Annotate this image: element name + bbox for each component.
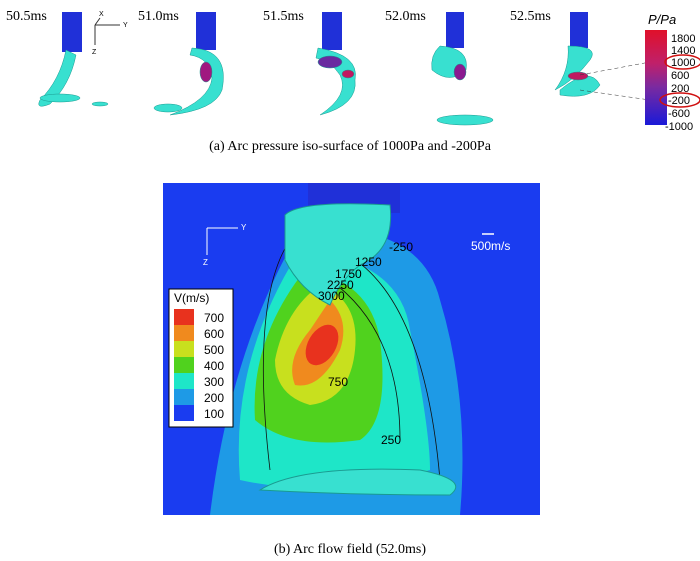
- legend-entry: 600: [204, 327, 224, 341]
- legend-entry: 400: [204, 359, 224, 373]
- colorbar: P/Pa 1800 1400 1000 600 200 -200 -600 -1…: [645, 12, 700, 133]
- colorbar-tick: 1800: [671, 33, 695, 45]
- axis-label: Z: [203, 258, 208, 267]
- colorbar-tick: -200: [668, 95, 690, 107]
- colorbar-tick: -600: [668, 108, 690, 120]
- contour-label: 1750: [335, 267, 362, 281]
- colorbar-tick: 1400: [671, 45, 695, 57]
- time-label: 52.5ms: [510, 9, 551, 24]
- colorbar-tick: 1000: [671, 57, 695, 69]
- time-label: 50.5ms: [6, 9, 47, 24]
- scale-label: 500m/s: [471, 239, 510, 253]
- colorbar-tick: 600: [671, 70, 689, 82]
- iso-surfaces: [38, 12, 651, 126]
- axis-triad: X Y Z: [92, 11, 128, 56]
- time-label: 52.0ms: [385, 9, 426, 24]
- contour-label: 1250: [355, 255, 382, 269]
- axis-label: Y: [241, 223, 247, 232]
- legend-title: V(m/s): [174, 291, 209, 305]
- contour-label: -250: [389, 240, 413, 254]
- colorbar-tick: 200: [671, 83, 689, 95]
- contour-labels: -250 1250 1750 2250 3000 750 250: [318, 240, 413, 447]
- colorbar-tick: -1000: [665, 121, 693, 133]
- velocity-legend: V(m/s) 700 600 500 400 300 200 100: [168, 288, 234, 428]
- contour-label: 750: [328, 375, 348, 389]
- contour-label: 250: [381, 433, 401, 447]
- time-label: 51.5ms: [263, 9, 304, 24]
- axis-label: Y: [123, 22, 128, 29]
- axis-label: X: [99, 11, 104, 18]
- axis-label: Z: [92, 49, 97, 56]
- legend-entry: 700: [204, 311, 224, 325]
- panel-b: Y Z 500m/s -250 1250 1750 2250 3000 750 …: [163, 183, 540, 557]
- time-labels: 50.5ms 51.0ms 51.5ms 52.0ms 52.5ms: [6, 9, 551, 24]
- axis-triad: Y Z: [203, 223, 247, 267]
- contour-label: 3000: [318, 289, 345, 303]
- colorbar-title: P/Pa: [648, 12, 676, 27]
- contour-label: 2250: [327, 278, 354, 292]
- legend-entry: 100: [204, 407, 224, 421]
- caption: (b) Arc flow field (52.0ms): [274, 542, 426, 557]
- legend-entry: 200: [204, 391, 224, 405]
- scale-vector: 500m/s: [471, 233, 510, 253]
- legend-entry: 500: [204, 343, 224, 357]
- panel-a: 50.5ms 51.0ms 51.5ms 52.0ms 52.5ms X Y Z…: [6, 9, 700, 154]
- time-label: 51.0ms: [138, 9, 179, 24]
- legend-entry: 300: [204, 375, 224, 389]
- caption: (a) Arc pressure iso-surface of 1000Pa a…: [209, 139, 492, 154]
